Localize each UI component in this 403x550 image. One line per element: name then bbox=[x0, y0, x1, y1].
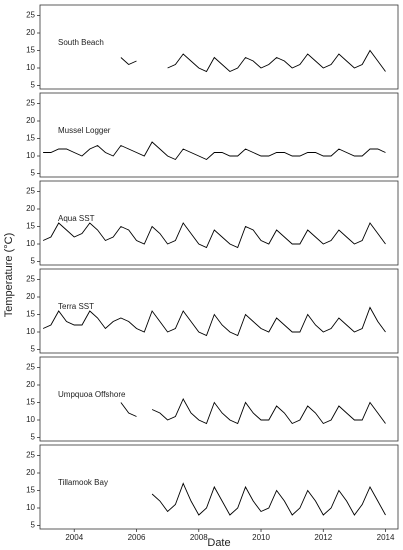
panel-label: Umpquoa Offshore bbox=[58, 390, 126, 399]
temperature-line bbox=[42, 306, 386, 337]
temperature-line bbox=[42, 222, 386, 249]
x-axis-label: Date bbox=[207, 537, 230, 549]
panel-label: Tillamook Bay bbox=[58, 478, 108, 487]
y-tick-label: 10 bbox=[26, 415, 35, 424]
y-tick-label: 15 bbox=[26, 46, 35, 55]
y-tick-label: 25 bbox=[26, 99, 35, 108]
y-tick-label: 20 bbox=[26, 204, 35, 213]
y-tick-label: 5 bbox=[31, 257, 36, 266]
y-tick-label: 15 bbox=[26, 398, 35, 407]
panel-label: Mussel Logger bbox=[58, 126, 111, 135]
y-tick-label: 25 bbox=[26, 275, 35, 284]
panel-label: South Beach bbox=[58, 38, 104, 47]
y-tick-label: 5 bbox=[31, 169, 36, 178]
y-tick-label: 15 bbox=[26, 134, 35, 143]
panel-frame bbox=[39, 444, 399, 530]
y-tick-label: 10 bbox=[26, 327, 35, 336]
y-tick-label: 20 bbox=[26, 468, 35, 477]
y-tick-label: 10 bbox=[26, 63, 35, 72]
x-tick-label: 2006 bbox=[128, 533, 146, 542]
panel-frame bbox=[39, 356, 399, 442]
x-tick-label: 2004 bbox=[65, 533, 83, 542]
y-tick-label: 10 bbox=[26, 239, 35, 248]
x-tick-label: 2008 bbox=[190, 533, 208, 542]
y-tick-label: 10 bbox=[26, 151, 35, 160]
temperature-line bbox=[120, 397, 386, 425]
y-tick-label: 20 bbox=[26, 28, 35, 37]
y-tick-label: 5 bbox=[31, 81, 36, 90]
y-tick-label: 5 bbox=[31, 433, 36, 442]
panel-frame bbox=[39, 4, 399, 90]
y-tick-label: 25 bbox=[26, 11, 35, 20]
panel-frame bbox=[39, 180, 399, 266]
y-tick-label: 20 bbox=[26, 292, 35, 301]
y-tick-label: 15 bbox=[26, 310, 35, 319]
y-tick-label: 25 bbox=[26, 451, 35, 460]
panel-frame bbox=[39, 92, 399, 178]
y-tick-label: 25 bbox=[26, 363, 35, 372]
panel-frame bbox=[39, 268, 399, 354]
temperature-line bbox=[43, 141, 386, 161]
y-tick-label: 5 bbox=[31, 521, 36, 530]
y-tick-label: 20 bbox=[26, 116, 35, 125]
y-tick-label: 10 bbox=[26, 503, 35, 512]
y-tick-label: 15 bbox=[26, 486, 35, 495]
y-tick-label: 5 bbox=[31, 345, 36, 354]
panel-label: Terra SST bbox=[58, 302, 94, 311]
y-tick-label: 20 bbox=[26, 380, 35, 389]
x-tick-label: 2010 bbox=[252, 533, 270, 542]
panel-label: Aqua SST bbox=[58, 214, 95, 223]
temperature-line bbox=[120, 49, 386, 73]
temperature-line bbox=[151, 482, 386, 516]
x-tick-label: 2014 bbox=[377, 533, 395, 542]
y-tick-label: 25 bbox=[26, 187, 35, 196]
x-tick-label: 2012 bbox=[314, 533, 332, 542]
y-tick-label: 15 bbox=[26, 222, 35, 231]
y-axis-label: Temperature (°C) bbox=[3, 233, 15, 317]
